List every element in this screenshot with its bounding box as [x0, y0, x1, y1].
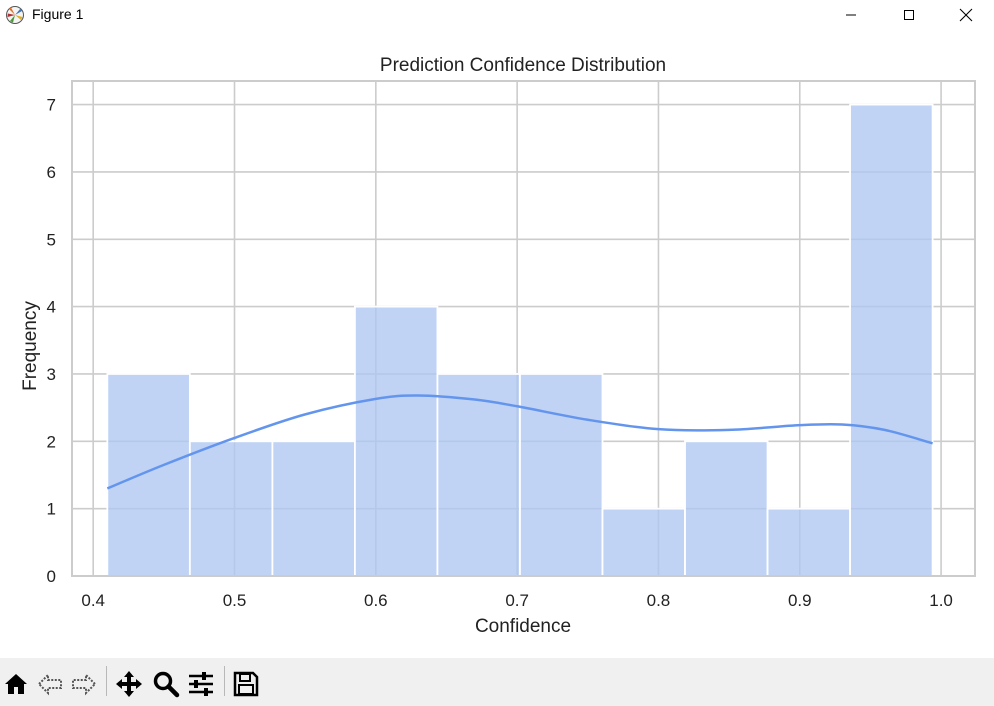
axes-border: [71, 80, 976, 577]
x-tick-label: 0.9: [788, 591, 812, 610]
histogram-bar: [354, 305, 439, 577]
histogram-chart: Prediction Confidence Distribution 0.4 0.…: [20, 55, 976, 637]
home-icon: [5, 674, 27, 694]
chart-title: Prediction Confidence Distribution: [380, 55, 666, 76]
zoom-icon: [153, 671, 180, 698]
pan-icon: [116, 671, 142, 697]
back-icon: [37, 672, 62, 696]
home-button[interactable]: [0, 668, 32, 700]
histogram-bar: [684, 440, 769, 577]
histogram-bar: [188, 440, 274, 577]
x-tick-label: 0.6: [364, 591, 388, 610]
x-tick-label: 0.5: [223, 591, 247, 610]
navigation-toolbar: [0, 658, 994, 706]
forward-icon: [72, 672, 97, 696]
x-tick-label: 1.0: [929, 591, 953, 610]
x-tick-label: 0.8: [647, 591, 671, 610]
y-tick-label: 2: [47, 432, 56, 451]
histogram-bar: [766, 507, 851, 577]
axes-frame: [71, 80, 976, 577]
matplotlib-logo-icon: [5, 5, 25, 25]
histogram-bar: [601, 507, 686, 577]
minimize-icon: [846, 14, 856, 16]
back-button[interactable]: [34, 668, 66, 700]
y-tick-label: 5: [47, 230, 56, 249]
histogram-bar: [106, 373, 191, 577]
y-tick-label: 1: [47, 500, 56, 519]
figure-canvas: Prediction Confidence Distribution 0.4 0.…: [0, 30, 994, 658]
y-tick-label: 4: [47, 298, 56, 317]
y-tick-label: 6: [47, 163, 56, 182]
histogram-bar: [271, 440, 356, 577]
y-axis-label: Frequency: [20, 301, 41, 391]
x-axis-label: Confidence: [475, 616, 571, 637]
histogram-bar: [849, 103, 934, 577]
close-icon: [959, 8, 973, 22]
x-tick-label: 0.4: [81, 591, 105, 610]
save-icon: [233, 671, 259, 697]
close-button[interactable]: [937, 0, 994, 30]
y-tick-label: 7: [47, 96, 56, 115]
save-button[interactable]: [230, 668, 262, 700]
toolbar-separator: [106, 666, 107, 696]
toolbar-separator: [224, 666, 225, 696]
forward-button[interactable]: [68, 668, 100, 700]
kde-line: [106, 394, 933, 490]
y-tick-label: 0: [47, 567, 56, 586]
configure-subplots-icon: [189, 672, 213, 696]
maximize-button[interactable]: [880, 0, 938, 30]
x-tick-label: 0.7: [505, 591, 529, 610]
tick-labels: 0.4 0.5 0.6 0.7 0.8 0.9 1.0 0 1 2 3 4 5 6 7: [47, 96, 953, 610]
minimize-button[interactable]: [822, 0, 880, 30]
zoom-button[interactable]: [150, 668, 182, 700]
window-titlebar: Figure 1: [0, 0, 994, 30]
window-title: Figure 1: [32, 6, 84, 22]
kde-line-layer: [106, 394, 933, 490]
histogram-bars: [106, 103, 934, 577]
maximize-icon: [904, 10, 914, 20]
y-tick-label: 3: [47, 365, 56, 384]
histogram-bar: [519, 373, 604, 577]
configure-subplots-button[interactable]: [185, 668, 217, 700]
pan-button[interactable]: [113, 668, 145, 700]
